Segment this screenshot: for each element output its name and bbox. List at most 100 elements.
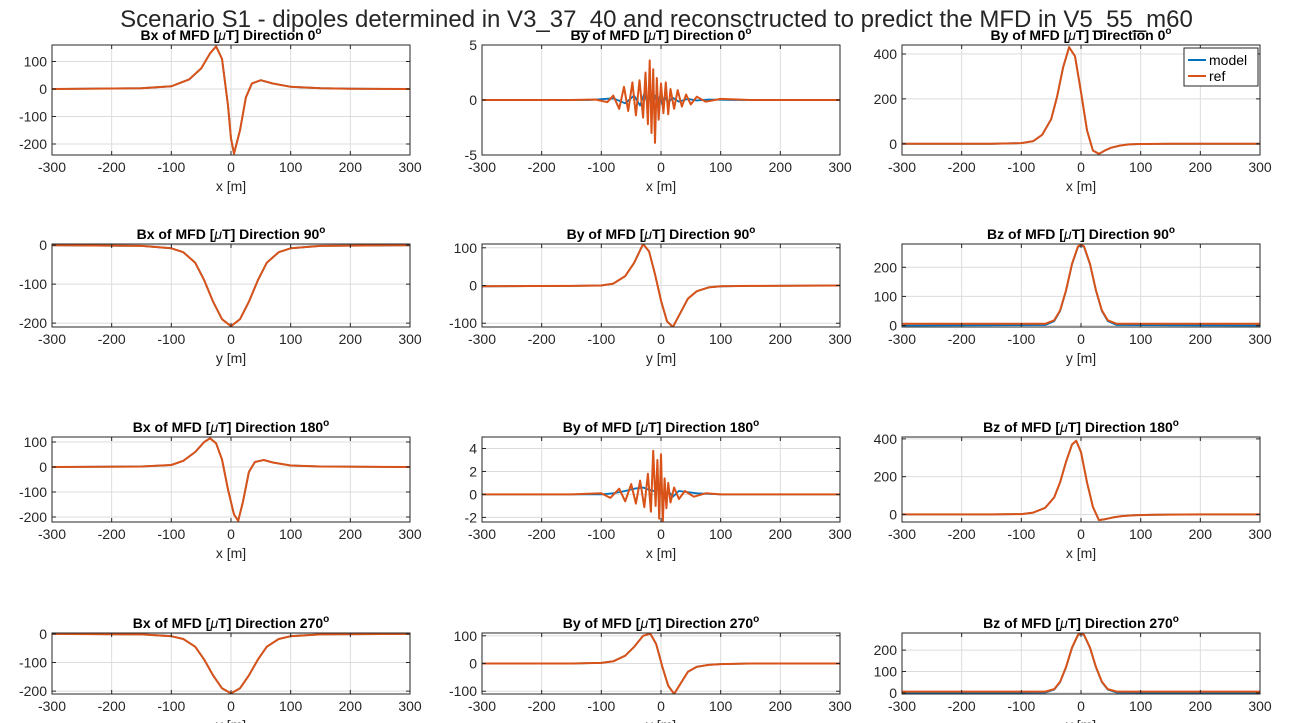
x-tick-label: -300: [38, 159, 66, 175]
series-line-ref: [902, 46, 1260, 155]
y-tick-label: 200: [874, 642, 898, 658]
x-tick-label: -200: [528, 159, 556, 175]
y-tick-label: -100: [19, 276, 47, 292]
series-line-ref: [482, 633, 840, 694]
subplot-title: Bx of MFD [μT] Direction 90o: [137, 225, 326, 242]
series-line-ref: [482, 449, 840, 522]
subplot-8: -300 -200 -100 0 100 200 300 4 2 0 -2 x [m] By of MF…: [465, 418, 852, 561]
x-tick-label: 0: [657, 526, 665, 542]
y-tick-label: 0: [889, 136, 897, 152]
x-axis-label: x [m]: [1066, 178, 1096, 194]
x-tick-label: 300: [398, 331, 422, 347]
subplot-title: Bx of MFD [μT] Direction 270o: [133, 614, 330, 631]
x-tick-label: -200: [948, 526, 976, 542]
x-axis-label: y [m]: [216, 350, 246, 366]
x-tick-label: -200: [98, 698, 126, 714]
x-tick-label: -300: [38, 526, 66, 542]
x-tick-label: 200: [769, 331, 793, 347]
subplot-12: -300 -200 -100 0 100 200 300 200 100 0 y [m] Bz of …: [874, 614, 1272, 723]
x-axis-label: x [m]: [1066, 545, 1096, 561]
x-tick-label: -100: [1007, 526, 1035, 542]
x-tick-label: -100: [587, 159, 615, 175]
x-tick-label: 200: [1189, 331, 1213, 347]
y-tick-label: 200: [874, 91, 898, 107]
x-tick-label: 100: [1129, 159, 1153, 175]
x-tick-label: 300: [828, 159, 852, 175]
x-tick-label: -100: [587, 331, 615, 347]
x-axis-label: x [m]: [646, 545, 676, 561]
x-tick-label: 300: [1248, 331, 1272, 347]
x-tick-label: 0: [227, 526, 235, 542]
x-tick-label: -100: [587, 526, 615, 542]
y-tick-label: 0: [39, 237, 47, 253]
y-tick-label: -100: [449, 315, 477, 331]
subplot-title: By of MFD [μT] Direction 270o: [563, 614, 760, 631]
x-axis-label: y [m]: [646, 350, 676, 366]
x-tick-label: 300: [828, 331, 852, 347]
x-tick-label: 100: [709, 526, 733, 542]
x-tick-label: 100: [1129, 698, 1153, 714]
legend-label-ref: ref: [1209, 68, 1225, 84]
x-tick-label: 300: [398, 159, 422, 175]
series-line-ref: [482, 59, 840, 144]
subplot-9: -300 -200 -100 0 100 200 300 400 200 0 x [m] Bz of …: [874, 418, 1272, 561]
subplot-title: Bx of MFD [μT] Direction 180o: [133, 418, 330, 435]
y-tick-label: 2: [469, 463, 477, 479]
x-tick-label: 200: [339, 159, 363, 175]
y-tick-label: 200: [874, 469, 898, 485]
subplot-title: Bz of MFD [μT] Direction 90o: [987, 225, 1175, 242]
x-tick-label: 200: [1189, 698, 1213, 714]
x-tick-label: -300: [888, 526, 916, 542]
y-tick-label: 100: [454, 628, 478, 644]
x-tick-label: -200: [98, 331, 126, 347]
subplot-title: By of MFD [μT] Direction 180o: [563, 418, 760, 435]
y-tick-label: 5: [469, 37, 477, 53]
y-tick-label: 100: [454, 240, 478, 256]
x-tick-label: 200: [1189, 159, 1213, 175]
x-axis-label: y [m]: [1066, 350, 1096, 366]
x-tick-label: -100: [1007, 331, 1035, 347]
x-tick-label: -100: [157, 159, 185, 175]
subplot-title: By of MFD [μT] Direction 0o: [990, 26, 1171, 43]
x-tick-label: 300: [1248, 698, 1272, 714]
x-tick-label: -300: [888, 698, 916, 714]
y-tick-label: -100: [449, 683, 477, 699]
y-tick-label: 100: [874, 288, 898, 304]
y-tick-label: 0: [889, 506, 897, 522]
x-tick-label: 200: [1189, 526, 1213, 542]
x-tick-label: 100: [709, 159, 733, 175]
x-tick-label: -300: [468, 526, 496, 542]
x-tick-label: -200: [528, 526, 556, 542]
subplot-11: -300 -200 -100 0 100 200 300 100 0 -100 y [m] By of…: [449, 614, 852, 723]
x-tick-label: 100: [1129, 526, 1153, 542]
series-line-ref: [902, 439, 1260, 522]
x-tick-label: -300: [888, 331, 916, 347]
y-tick-label: 100: [24, 54, 48, 70]
x-tick-label: 100: [279, 526, 303, 542]
x-axis-label: y [m]: [646, 717, 676, 723]
x-tick-label: 100: [279, 698, 303, 714]
x-tick-label: 0: [1077, 698, 1085, 714]
subplot-title: By of MFD [μT] Direction 90o: [567, 225, 756, 242]
y-tick-label: -100: [19, 109, 47, 125]
subplot-3: -300 -200 -100 0 100 200 300 400 200 0 x [m] By of …: [874, 26, 1272, 194]
x-tick-label: -200: [98, 159, 126, 175]
y-tick-label: -100: [19, 654, 47, 670]
x-tick-label: 0: [657, 159, 665, 175]
subplot-title: Bz of MFD [μT] Direction 270o: [983, 614, 1179, 631]
series-line-model: [482, 486, 840, 500]
y-tick-label: 100: [874, 664, 898, 680]
x-tick-label: 0: [227, 698, 235, 714]
x-tick-label: 0: [227, 159, 235, 175]
x-tick-label: 200: [769, 526, 793, 542]
y-tick-label: -200: [19, 509, 47, 525]
x-tick-label: 200: [769, 159, 793, 175]
y-tick-label: 400: [874, 431, 898, 447]
x-tick-label: 200: [339, 698, 363, 714]
x-tick-label: 0: [227, 331, 235, 347]
y-tick-label: -2: [465, 509, 478, 525]
y-tick-label: 0: [469, 92, 477, 108]
x-tick-label: -300: [468, 698, 496, 714]
series-line-ref: [52, 437, 410, 522]
